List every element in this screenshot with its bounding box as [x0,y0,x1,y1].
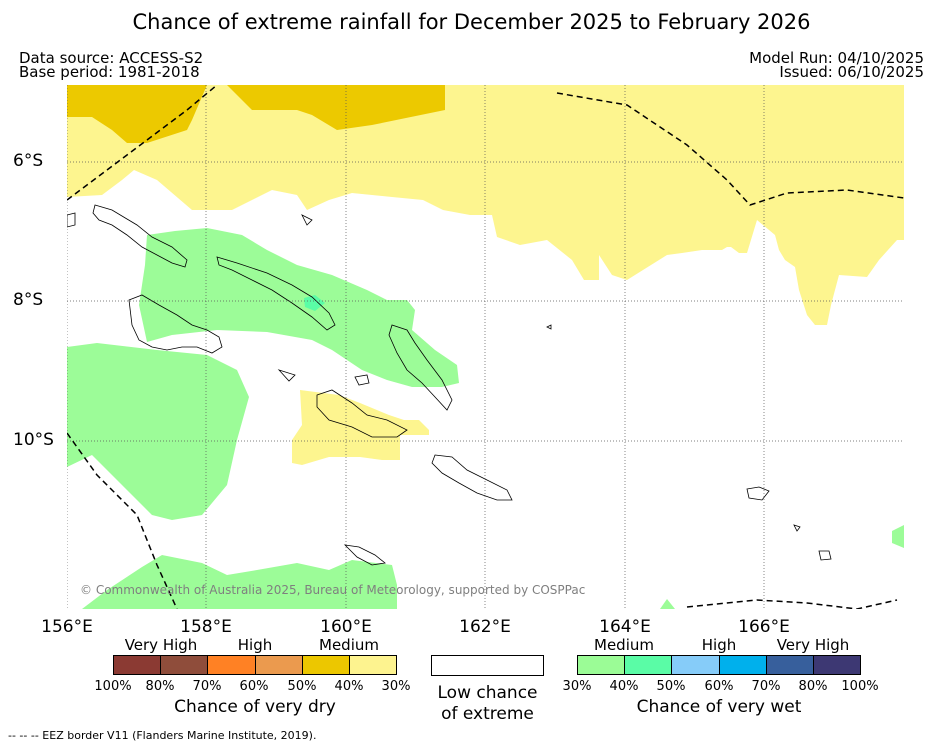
dry-category-label: Very High [124,636,198,654]
wet-medium-region-southeast [660,599,675,609]
wet-tick: 30% [562,679,592,694]
eez-border-ne [556,92,904,206]
wet-tick: 40% [609,679,639,694]
eez-border-se [686,599,898,609]
lon-label: 156°E [41,617,93,637]
lon-label: 162°E [459,617,511,637]
coastlines [67,204,832,566]
wet-medium-region-west [67,343,249,520]
wet-swatch [766,656,814,674]
low-chance-caption-line1: Low chance [437,683,538,703]
dry-swatch [114,656,162,674]
small-island-2 [301,214,313,226]
graticule [67,85,904,609]
wet-swatch [813,656,861,674]
ndeni-coast [746,486,770,501]
dry-category-label: Medium [319,636,379,654]
data-source: Data source: ACCESS-S2 [19,49,204,67]
new-georgia-coast [128,294,223,354]
lat-label: 8°S [13,290,44,310]
wet-swatch [672,656,720,674]
bougainville-coast [92,204,188,268]
base-period: Base period: 1981-2018 [19,63,200,81]
eez-borders [67,85,904,609]
wet-swatch [719,656,767,674]
eez-border-sw [67,432,178,609]
low-chance-caption: Low chance of extreme [415,683,560,725]
wet-category-label: High [701,636,737,654]
small-island-5 [793,524,801,532]
makira-coast [431,454,513,501]
santa-isabel-coast [388,324,453,411]
dry-tick: 70% [192,679,222,694]
lon-label: 166°E [738,617,790,637]
dry-tick: 50% [287,679,317,694]
wet-medium-spot [304,295,325,311]
dry-swatch [302,656,350,674]
wet-category-label: Medium [594,636,654,654]
dry-medium-region-north [67,85,904,325]
model-run: Model Run: 04/10/2025 [749,49,924,67]
wet-swatch [625,656,673,674]
wet-medium-region-east [892,525,904,548]
eez-border-nw [67,85,218,201]
lon-label: 164°E [599,617,651,637]
lon-label: 160°E [320,617,372,637]
small-island-6 [354,374,370,386]
dry-tick: 60% [239,679,269,694]
low-chance-caption-line2: of extreme [441,704,534,724]
lon-label: 158°E [180,617,232,637]
eez-footnote: -- -- -- EEZ border V11 (Flanders Marine… [8,729,317,742]
wet-colorbar [577,655,861,675]
wet-tick: 60% [704,679,734,694]
lat-label: 10°S [13,430,54,450]
lat-label: 6°S [13,151,44,171]
copyright-notice: © Commonwealth of Australia 2025, Bureau… [80,583,586,597]
dry-medium-region-gold [67,85,445,143]
wet-tick: 100% [841,679,879,694]
wet-tick: 80% [798,679,828,694]
dry-tick: 40% [334,679,364,694]
small-island-4 [546,324,552,330]
rainfall-map [67,85,904,609]
dry-tick: 80% [145,679,175,694]
dry-swatch [208,656,256,674]
small-island-3 [277,369,296,382]
guadalcanal-coast [316,389,408,438]
dry-tick: 100% [94,679,132,694]
wet-category-label: Very High [776,636,850,654]
dry-category-label: High [237,636,273,654]
dry-swatch [349,656,397,674]
chart-title: Chance of extreme rainfall for December … [132,10,811,34]
dry-colorbar [113,655,397,675]
dry-swatch [255,656,303,674]
wet-caption: Chance of very wet [636,697,802,717]
vanikoro-coast [818,550,832,561]
dry-caption: Chance of very dry [174,697,336,717]
wet-tick: 50% [656,679,686,694]
rennell-coast [343,544,386,566]
dry-swatch [161,656,209,674]
wet-tick: 70% [751,679,781,694]
wet-medium-region-south [82,555,397,609]
dry-medium-region-south [292,390,429,465]
wet-swatch [578,656,626,674]
issued-date: Issued: 06/10/2025 [779,63,924,81]
low-chance-swatch [431,655,544,676]
choiseul-coast [216,256,336,331]
dry-tick: 30% [381,679,411,694]
small-island-1 [67,212,76,228]
